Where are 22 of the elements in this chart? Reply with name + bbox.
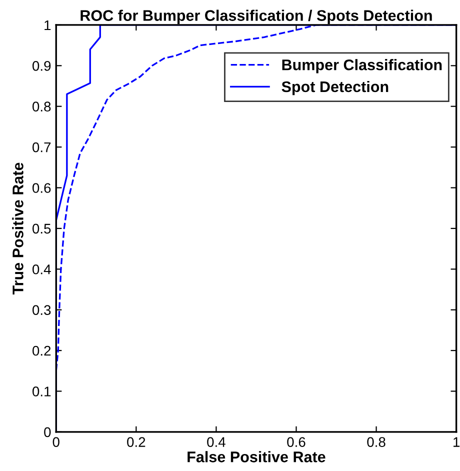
y-tick-label: 0.6 — [32, 183, 51, 193]
x-tick-label: 0.2 — [127, 437, 146, 447]
y-tick-label: 1 — [44, 20, 51, 30]
legend-label: Bumper Classification — [282, 59, 442, 74]
x-tick-label: 0.6 — [287, 437, 306, 447]
y-tick-label: 0.9 — [32, 60, 51, 71]
x-tick-label: 0.4 — [207, 437, 226, 447]
x-tick-label: 0 — [52, 437, 60, 447]
x-tick-label: 0.8 — [367, 437, 386, 447]
x-axis-title: False Positive Rate — [188, 451, 326, 462]
y-tick-label: 0.3 — [32, 305, 51, 315]
y-tick-label: 0.5 — [32, 224, 51, 234]
x-tick-label: 1 — [454, 437, 460, 447]
y-axis-title: True Positive Rate — [12, 162, 24, 294]
legend-label: Spot Detection — [282, 80, 388, 96]
y-tick-label: 0.7 — [32, 142, 51, 152]
y-tick-label: 0.4 — [32, 264, 51, 274]
y-tick-label: 0 — [44, 427, 51, 438]
chart-title: ROC for Bumper Classification / Spots Detection — [80, 10, 432, 24]
y-tick-label: 0.1 — [32, 386, 51, 396]
y-tick-label: 0.8 — [32, 102, 51, 112]
y-tick-label: 0.2 — [32, 346, 51, 356]
